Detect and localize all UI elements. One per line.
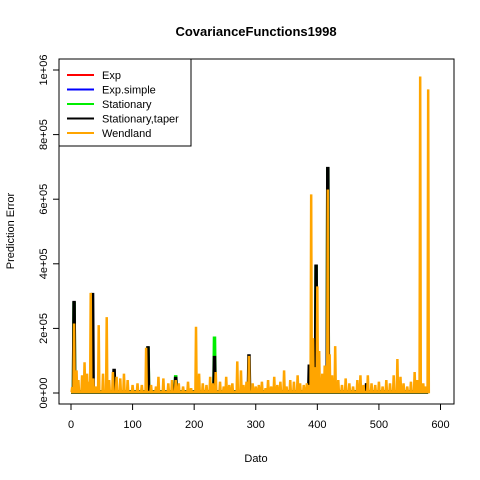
x-tick-label: 300 xyxy=(247,419,265,431)
legend-label: Exp.simple xyxy=(102,85,156,97)
x-tick-label: 100 xyxy=(123,419,141,431)
y-tick-label: 6e+05 xyxy=(38,184,50,215)
x-tick-label: 600 xyxy=(431,419,449,431)
x-axis: 0 100 200 300 400 500 600 xyxy=(68,403,450,431)
y-tick-label: 8e+05 xyxy=(38,119,50,150)
legend-label: Exp xyxy=(102,70,121,82)
series-line-wendland xyxy=(70,76,431,394)
legend-box xyxy=(58,58,192,147)
y-tick-label: 1e+06 xyxy=(38,55,50,86)
chart-title: CovarianceFunctions1998 xyxy=(175,24,336,39)
legend-items: Exp Exp.simple Stationary Stationary,taper W… xyxy=(67,70,179,140)
x-tick-label: 200 xyxy=(185,419,203,431)
y-tick-label: 2e+05 xyxy=(38,313,50,344)
x-tick-label: 0 xyxy=(68,419,74,431)
legend: Exp Exp.simple Stationary Stationary,taper W… xyxy=(58,58,192,147)
y-axis: 0e+00 2e+05 4e+05 6e+05 8e+05 1e+06 xyxy=(38,55,60,409)
y-tick-label: 0e+00 xyxy=(38,378,50,409)
y-axis-label: Prediction Error xyxy=(5,192,17,269)
legend-label: Stationary xyxy=(102,99,152,111)
plot-area xyxy=(70,76,431,394)
legend-label: Stationary,taper xyxy=(102,114,179,126)
y-tick-label: 4e+05 xyxy=(38,248,50,279)
x-tick-label: 500 xyxy=(370,419,388,431)
x-axis-label: Dato xyxy=(244,453,267,465)
x-tick-label: 400 xyxy=(308,419,326,431)
legend-label: Wendland xyxy=(102,128,151,140)
